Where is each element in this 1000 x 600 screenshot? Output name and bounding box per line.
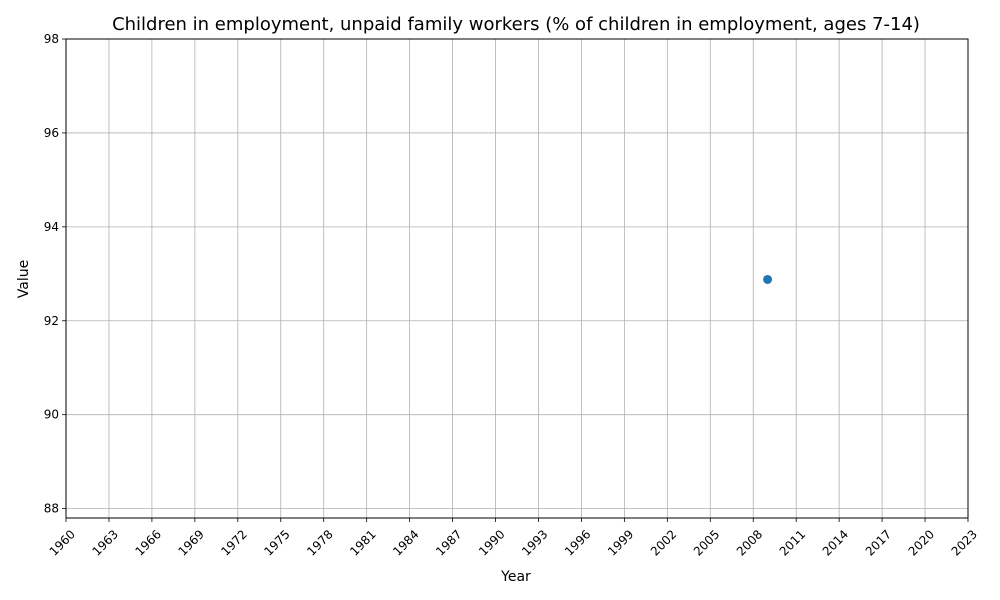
grid (65, 38, 969, 518)
y-axis-label: Value (16, 260, 32, 298)
data-point (763, 274, 773, 284)
chart-title: Children in employment, unpaid family wo… (112, 14, 920, 35)
y-tick-label: 90 (44, 408, 59, 422)
y-tick-label: 96 (44, 126, 59, 140)
plot-frame (65, 38, 969, 519)
x-axis-label: Year (500, 569, 531, 585)
y-tick-label: 88 (44, 502, 59, 516)
y-tick-label: 94 (44, 220, 59, 234)
y-tick-label: 98 (44, 32, 59, 46)
data-points (763, 274, 773, 284)
y-tick-label: 92 (44, 314, 59, 328)
y-axis-ticks: 88 90 92 94 96 98 (44, 32, 66, 516)
